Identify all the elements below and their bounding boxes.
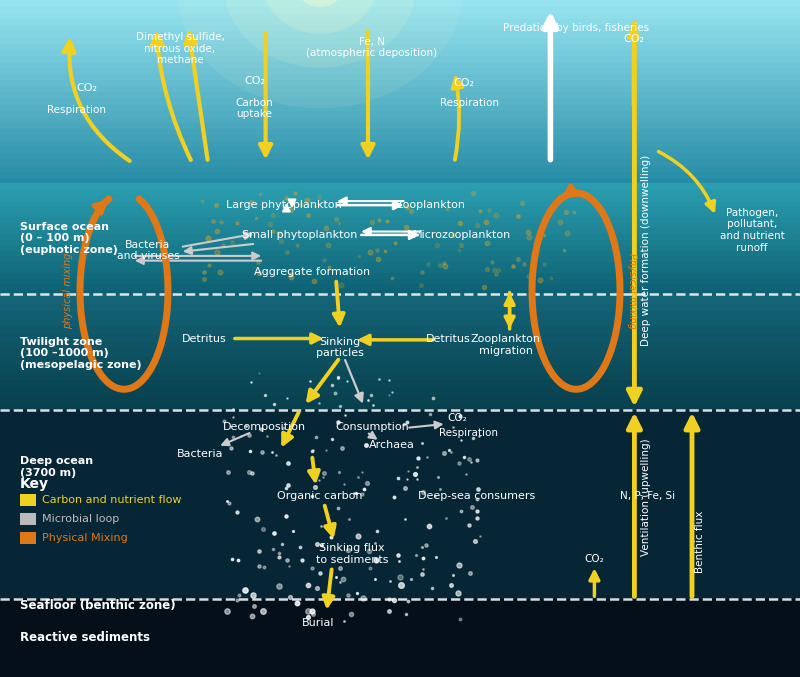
- Text: Predation by birds, fisheries: Predation by birds, fisheries: [503, 24, 649, 33]
- Bar: [20, 494, 36, 506]
- Text: Decomposition: Decomposition: [222, 422, 306, 431]
- Text: Archaea: Archaea: [369, 441, 415, 450]
- Text: CO₂: CO₂: [585, 554, 604, 563]
- Text: Detritus: Detritus: [426, 334, 470, 343]
- Text: Surface ocean
(0 – 100 m)
(euphotic zone): Surface ocean (0 – 100 m) (euphotic zone…: [20, 221, 118, 255]
- Text: Bacteria: Bacteria: [177, 449, 223, 458]
- Text: CO₂: CO₂: [76, 83, 97, 93]
- Text: Respiration: Respiration: [438, 429, 498, 438]
- Text: Microbial loop: Microbial loop: [42, 514, 120, 523]
- Text: Burial: Burial: [302, 618, 334, 628]
- Text: CO₂: CO₂: [244, 77, 265, 86]
- Text: Deep ocean
(3700 m): Deep ocean (3700 m): [20, 456, 93, 478]
- Text: Ventilation (upwelling): Ventilation (upwelling): [642, 439, 651, 556]
- Text: Benthic flux: Benthic flux: [695, 510, 705, 573]
- Text: Sinking flux
to sediments: Sinking flux to sediments: [316, 543, 388, 565]
- Text: Zooplankton: Zooplankton: [395, 200, 466, 210]
- Text: N, P, Fe, Si: N, P, Fe, Si: [621, 491, 675, 500]
- Text: CO₂: CO₂: [623, 35, 644, 44]
- Text: Seafloor (benthic zone): Seafloor (benthic zone): [20, 599, 176, 613]
- Text: Physical Mixing: Physical Mixing: [42, 533, 128, 542]
- Text: CO₂: CO₂: [448, 414, 467, 423]
- Bar: [20, 513, 36, 525]
- Text: Respiration: Respiration: [46, 105, 106, 114]
- Text: Sinking
particles: Sinking particles: [316, 336, 364, 358]
- Text: Consumption: Consumption: [335, 422, 409, 431]
- Text: Bacteria
and viruses: Bacteria and viruses: [117, 240, 179, 261]
- Text: Dimethyl sulfide,
nitrous oxide,
methane: Dimethyl sulfide, nitrous oxide, methane: [135, 32, 225, 66]
- Text: Carbon and nutrient flow: Carbon and nutrient flow: [42, 495, 182, 504]
- Text: CO₂: CO₂: [454, 78, 474, 87]
- Circle shape: [224, 0, 416, 68]
- Text: physical mixing: physical mixing: [63, 253, 73, 329]
- Circle shape: [176, 0, 464, 108]
- Text: Fe, N
(atmospheric deposition): Fe, N (atmospheric deposition): [306, 37, 438, 58]
- Text: Detritus: Detritus: [182, 334, 226, 343]
- Text: Reactive sediments: Reactive sediments: [20, 631, 150, 645]
- Text: Twilight zone
(100 –1000 m)
(mesopelagic zone): Twilight zone (100 –1000 m) (mesopelagic…: [20, 336, 142, 370]
- Text: Microzooplankton: Microzooplankton: [414, 230, 511, 240]
- Text: Deep water formation (downwelling): Deep water formation (downwelling): [642, 155, 651, 346]
- Text: Pathogen,
pollutant,
and nutrient
runoff: Pathogen, pollutant, and nutrient runoff: [720, 208, 784, 253]
- Text: Deep-sea consumers: Deep-sea consumers: [418, 491, 535, 500]
- Text: Physical mixing: Physical mixing: [627, 253, 637, 329]
- Text: Large phytoplankton: Large phytoplankton: [226, 200, 342, 210]
- Text: Carbon
uptake: Carbon uptake: [235, 97, 274, 119]
- Text: Zooplankton
migration: Zooplankton migration: [470, 334, 541, 356]
- Text: Small phytoplankton: Small phytoplankton: [242, 230, 358, 240]
- Bar: [20, 532, 36, 544]
- Text: Organic carbon: Organic carbon: [278, 491, 362, 500]
- Text: Aggregate formation: Aggregate formation: [254, 267, 370, 277]
- Text: Key: Key: [20, 477, 49, 491]
- Text: Respiration: Respiration: [440, 98, 499, 108]
- Circle shape: [264, 0, 376, 34]
- Circle shape: [296, 0, 344, 7]
